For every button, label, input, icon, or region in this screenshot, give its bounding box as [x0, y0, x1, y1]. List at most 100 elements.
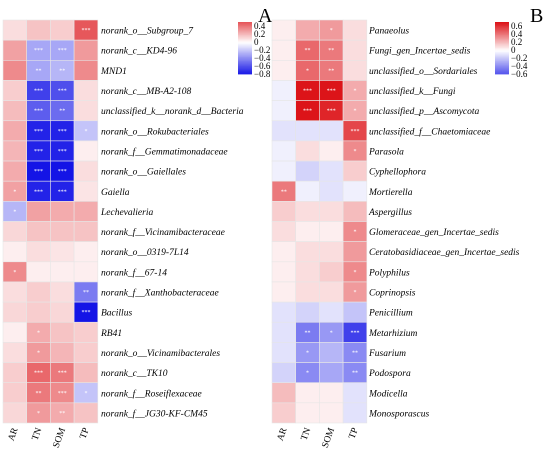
significance-stars: **	[59, 68, 65, 74]
row-label: unclassified_k__Fungi	[369, 86, 456, 97]
colorbar-segment	[238, 49, 252, 51]
heatmap-cell	[295, 180, 320, 202]
heatmap-cell	[26, 301, 51, 323]
significance-stars: ***	[58, 129, 67, 135]
significance-stars: ***	[34, 371, 43, 377]
column-label: TP	[79, 427, 92, 441]
colorbar-tick-label: −0.2	[254, 45, 270, 55]
colorbar-segment	[238, 41, 252, 44]
heatmap-cell	[73, 342, 99, 363]
significance-stars: ***	[58, 48, 67, 54]
heatmap-cell	[271, 201, 297, 222]
row-label: norank_o__Subgroup_7	[101, 27, 194, 37]
colorbar-segment	[238, 59, 252, 62]
heatmap-cell	[271, 120, 297, 142]
heatmap-cell	[271, 160, 297, 182]
colorbar-segment	[495, 46, 509, 49]
heatmap-cell	[319, 160, 344, 182]
colorbar-segment	[238, 66, 252, 68]
colorbar-segment	[238, 61, 252, 63]
significance-stars: *	[306, 371, 309, 377]
colorbar-segment	[495, 51, 509, 54]
significance-stars: ***	[58, 169, 67, 175]
colorbar-segment	[238, 68, 252, 71]
heatmap-cell	[73, 221, 99, 242]
row-label: unclassified_p__Ascomycota	[369, 106, 480, 117]
heatmap-cell	[26, 261, 51, 283]
heatmap-cell	[2, 59, 28, 81]
row-label: Penicillium	[368, 309, 413, 319]
heatmap-cell	[319, 140, 344, 162]
heatmap-cell	[2, 100, 28, 122]
colorbar-tick-label: 0.2	[511, 37, 522, 47]
row-label: MND1	[100, 67, 127, 77]
heatmap-cell	[295, 281, 320, 303]
column-label: AR	[7, 426, 21, 442]
heatmap-panel-b: * Panaeolus** ** Fungi_gen_Incertae_sedis* *…	[271, 5, 543, 449]
colorbar-segment	[238, 31, 252, 33]
colorbar-segment	[238, 46, 252, 49]
colorbar-segment	[495, 36, 509, 38]
significance-stars: *	[353, 89, 356, 95]
colorbar-segment	[495, 67, 509, 70]
row-label: norank_f__Xanthobacteraceae	[101, 288, 219, 299]
colorbar-segment	[238, 35, 252, 37]
heatmap-cell	[342, 241, 368, 263]
colorbar-segment	[238, 64, 252, 67]
heatmap-cell	[50, 241, 75, 263]
colorbar-segment	[238, 51, 252, 54]
colorbar-segment	[495, 40, 509, 42]
heatmap-cell	[50, 19, 75, 41]
heatmap-cell	[319, 382, 344, 404]
heatmap-cell	[342, 382, 368, 404]
heatmap-cell	[50, 342, 75, 363]
significance-stars: ***	[34, 169, 43, 175]
colorbar-tick-label: −0.6	[254, 61, 271, 71]
heatmap-cell	[2, 241, 28, 263]
colorbar-segment	[495, 70, 509, 72]
heatmap-cell	[271, 100, 297, 122]
heatmap-cell	[319, 241, 344, 263]
significance-stars: *	[13, 189, 16, 195]
row-label: Panaeolus	[368, 27, 409, 37]
heatmap-cell	[2, 281, 28, 303]
heatmap-cell	[319, 281, 344, 303]
colorbar-segment	[495, 48, 509, 50]
row-label: Ceratobasidiaceae_gen_Incertae_sedis	[369, 248, 520, 258]
heatmap-cell	[319, 120, 344, 142]
colorbar-segment	[238, 63, 252, 66]
heatmap-cell	[319, 261, 344, 283]
heatmap-cell	[319, 402, 344, 424]
colorbar-segment	[495, 50, 509, 53]
colorbar-tick-label: 0.4	[511, 29, 523, 39]
colorbar-segment	[238, 29, 252, 32]
column-label: TN	[31, 426, 45, 441]
heatmap-cell	[271, 281, 297, 303]
heatmap-cell	[2, 321, 28, 343]
colorbar-segment	[238, 62, 252, 64]
colorbar-segment	[495, 58, 509, 61]
colorbar-segment	[238, 37, 252, 40]
colorbar-tick-label: 0.4	[254, 21, 266, 31]
colorbar-segment	[495, 66, 509, 68]
heatmap-cell	[73, 201, 99, 222]
significance-stars: *	[84, 391, 87, 397]
row-label: norank_f__Roseiflexaceae	[101, 388, 202, 399]
colorbar-tick-label: −0.4	[254, 53, 271, 63]
heatmap-cell	[271, 261, 297, 283]
heatmap-cell	[295, 301, 320, 323]
colorbar-segment	[238, 54, 252, 57]
heatmap-cell	[26, 241, 51, 263]
significance-stars: *	[37, 411, 40, 417]
heatmap-panel-a: *** norank_o__Subgroup_7*** *** norank_c__K…	[2, 5, 273, 449]
row-label: norank_c__KD4-96	[101, 47, 177, 57]
heatmap-cell	[2, 342, 28, 363]
significance-stars: *	[353, 290, 356, 296]
row-label: Metarhizium	[368, 329, 418, 339]
panel-letter: B	[530, 5, 543, 27]
colorbar-segment	[238, 48, 252, 50]
heatmap-cell	[2, 221, 28, 242]
significance-stars: ***	[350, 129, 359, 135]
colorbar-segment	[238, 24, 252, 27]
colorbar-segment	[238, 22, 252, 24]
